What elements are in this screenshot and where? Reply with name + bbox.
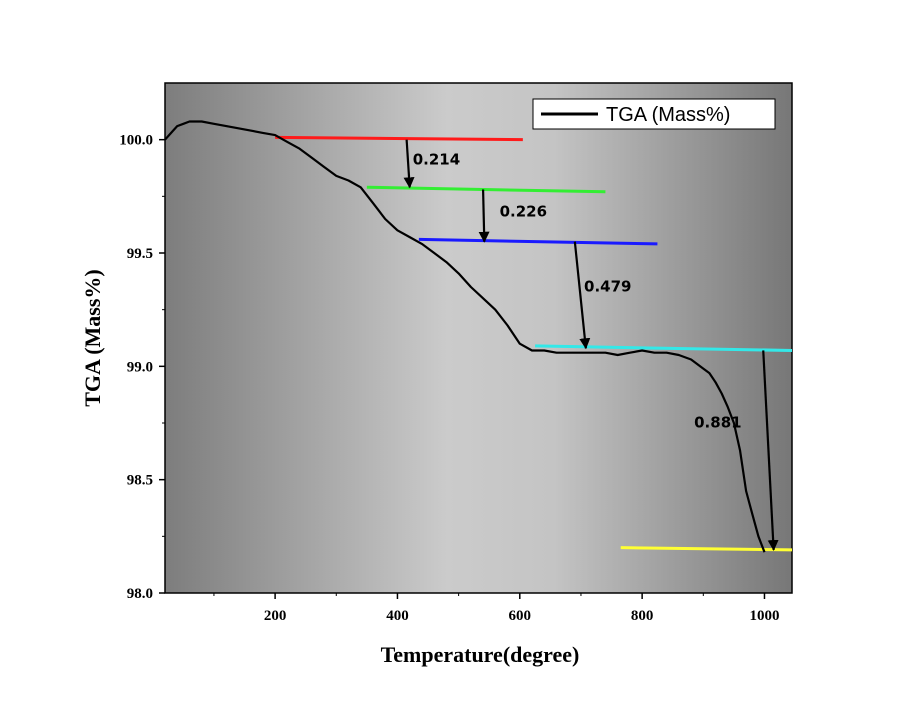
step-label: 0.214 xyxy=(413,151,460,169)
step-label: 0.881 xyxy=(694,414,741,432)
x-axis: 200 400 600 800 1000 xyxy=(213,593,779,624)
y-tick-label: 99.0 xyxy=(127,359,153,375)
series-layer xyxy=(164,120,766,553)
y-axis-title: TGA (Mass%) xyxy=(80,269,105,407)
step-arrows: 0.214 0.226 0.479 0.881 xyxy=(403,139,779,552)
legend: TGA (Mass%) xyxy=(532,98,776,130)
baseline xyxy=(535,344,793,352)
plot-area xyxy=(164,82,793,594)
step-arrow xyxy=(478,189,490,243)
baseline xyxy=(418,237,658,246)
x-tick-label: 1000 xyxy=(749,608,779,624)
y-tick-label: 100.0 xyxy=(119,133,153,149)
step-label: 0.479 xyxy=(584,278,631,296)
y-tick-label: 98.0 xyxy=(127,586,153,602)
baseline xyxy=(275,135,523,142)
step-label: 0.226 xyxy=(500,203,547,221)
series-line xyxy=(164,120,766,553)
legend-label: TGA (Mass%) xyxy=(606,104,730,126)
x-tick-label: 200 xyxy=(264,608,287,624)
y-tick-label: 98.5 xyxy=(127,473,153,489)
x-tick-label: 400 xyxy=(386,608,409,624)
step-arrow xyxy=(403,139,415,189)
y-tick-label: 99.5 xyxy=(127,246,153,262)
x-tick-label: 800 xyxy=(631,608,654,624)
y-axis: 98.0 98.5 99.0 99.5 100.0 xyxy=(119,133,165,602)
x-axis-title: Temperature(degree) xyxy=(381,642,580,667)
x-tick-label: 600 xyxy=(509,608,532,624)
step-arrow xyxy=(762,350,779,552)
step-arrow xyxy=(573,241,591,350)
